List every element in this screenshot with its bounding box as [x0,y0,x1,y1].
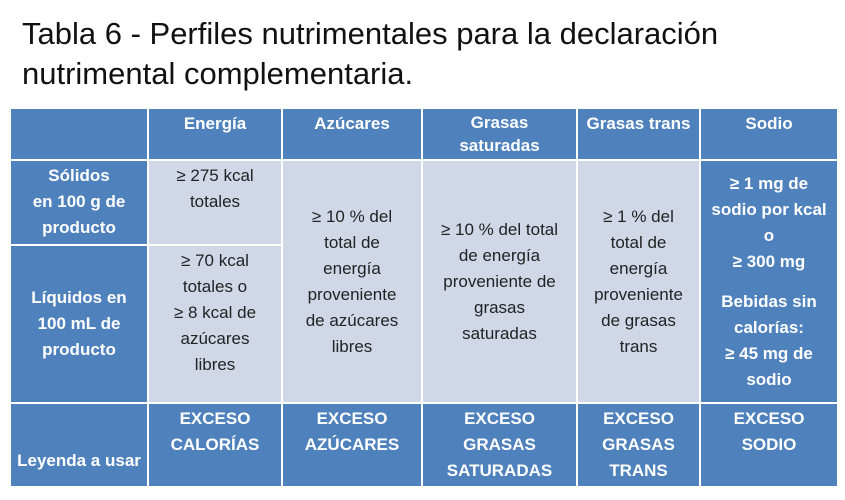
text-line: total de [324,232,380,252]
legend-cell: EXCESO AZÚCARES [282,403,422,487]
header-cell: Sodio [700,108,838,160]
text-line: Bebidas sin [721,291,817,311]
title: Tabla 6 - Perfiles nutrimentales para la… [22,14,718,94]
cell: ≥ 1 % del total de energía proveniente de gr… [577,160,700,403]
legend-cell: EXCESO GRASAS SATURADAS [422,403,577,487]
row-label: Líquidos en 100 mL de producto [10,245,148,403]
legend-cell: EXCESO GRASAS TRANS [577,403,700,487]
text-line: EXCESO [464,409,535,428]
text-line: proveniente de [443,271,556,291]
text-line: GRASAS [463,435,536,454]
legend-cell: EXCESO SODIO [700,403,838,487]
text-line: AZÚCARES [304,435,400,454]
text-line: saturadas [459,136,540,155]
text-line: ≥ 1 % del [603,206,674,226]
text-line: ≥ 8 kcal de [173,303,257,322]
text-line: proveniente [307,284,397,304]
text-line: nutrimental complementaria. [22,56,414,91]
text-line: de energía [458,245,541,265]
header-cell: Grasas trans [577,108,700,160]
text-line: Sodio [745,114,793,133]
text-line: de azúcares [305,310,399,330]
text-line: Tabla 6 - Perfiles nutrimentales para la… [22,16,719,51]
cell: ≥ 1 mg de sodio por kcal o ≥ 300 mg Bebidas … [700,160,838,403]
cell: ≥ 10 % del total de energía proveniente de… [422,160,577,403]
cell: ≥ 10 % del total de energía proveniente de a… [282,160,422,403]
text-line: sodio por kcal [711,199,827,219]
text-line: EXCESO [179,409,251,428]
text-line: Sólidos [48,166,110,185]
text-line: ≥ 70 kcal [181,251,249,270]
text-line: calorías: [734,317,804,337]
text-line: saturadas [462,323,537,343]
text-line: totales o [182,277,248,296]
text-line: energía [323,258,381,278]
text-line: libres [194,355,236,374]
text-line: SODIO [741,435,797,454]
text-line: totales [189,192,241,211]
text-line: producto [42,340,116,359]
header-cell [10,108,148,160]
text-line: Grasas trans [586,114,691,133]
text-line: ≥ 45 mg de [725,343,813,363]
text-line: SATURADAS [446,461,553,480]
legend-cell: EXCESO CALORÍAS [148,403,282,487]
paragraph: Bebidas sin calorías: ≥ 45 mg de sodio [721,289,816,393]
text-line: azúcares [180,329,250,348]
cell: ≥ 70 kcal totales o ≥ 8 kcal de azúcares lib… [148,245,282,403]
header-cell: Grasas saturadas [422,108,577,160]
text-line: ≥ 275 kcal [176,166,254,185]
text-line: libres [331,336,373,356]
text-line: grasas [473,297,526,317]
text-line: GRASAS [602,435,675,454]
text-line: EXCESO [316,409,388,428]
header-cell: Azúcares [282,108,422,160]
text-line: TRANS [609,461,668,480]
text-line: EXCESO [603,409,674,428]
text-line: trans [619,336,658,356]
paragraph: ≥ 1 mg de sodio por kcal o ≥ 300 mg [711,171,826,275]
text-line: EXCESO [733,409,805,428]
text-line: de grasas [601,310,676,330]
text-line: Leyenda a usar [17,451,141,470]
table: Energía Azúcares Grasas saturadas Grasas … [10,108,838,487]
text-line: Energía [183,114,247,133]
text-line: producto [42,218,116,237]
text-line: Azúcares [314,114,390,133]
legend-label: Leyenda a usar [10,403,148,487]
text-line: ≥ 300 mg [732,251,806,271]
text-line: sodio [746,369,792,389]
row-label: Sólidos en 100 g de producto [10,160,148,245]
text-line: Líquidos en [31,288,127,307]
header-cell: Energía [148,108,282,160]
text-line: ≥ 1 mg de [729,173,809,193]
text-line: energía [609,258,668,278]
cell: ≥ 275 kcal totales [148,160,282,245]
text-line: total de [610,232,667,252]
text-line: ≥ 10 % del total [440,219,559,239]
text-line: Grasas [470,113,529,132]
text-line: o [763,225,775,245]
text-line: CALORÍAS [170,435,260,454]
text-line: proveniente [594,284,683,304]
text-line: 100 mL de [37,314,121,333]
text-line: en 100 g de [32,192,126,211]
text-line: ≥ 10 % del [311,206,393,226]
